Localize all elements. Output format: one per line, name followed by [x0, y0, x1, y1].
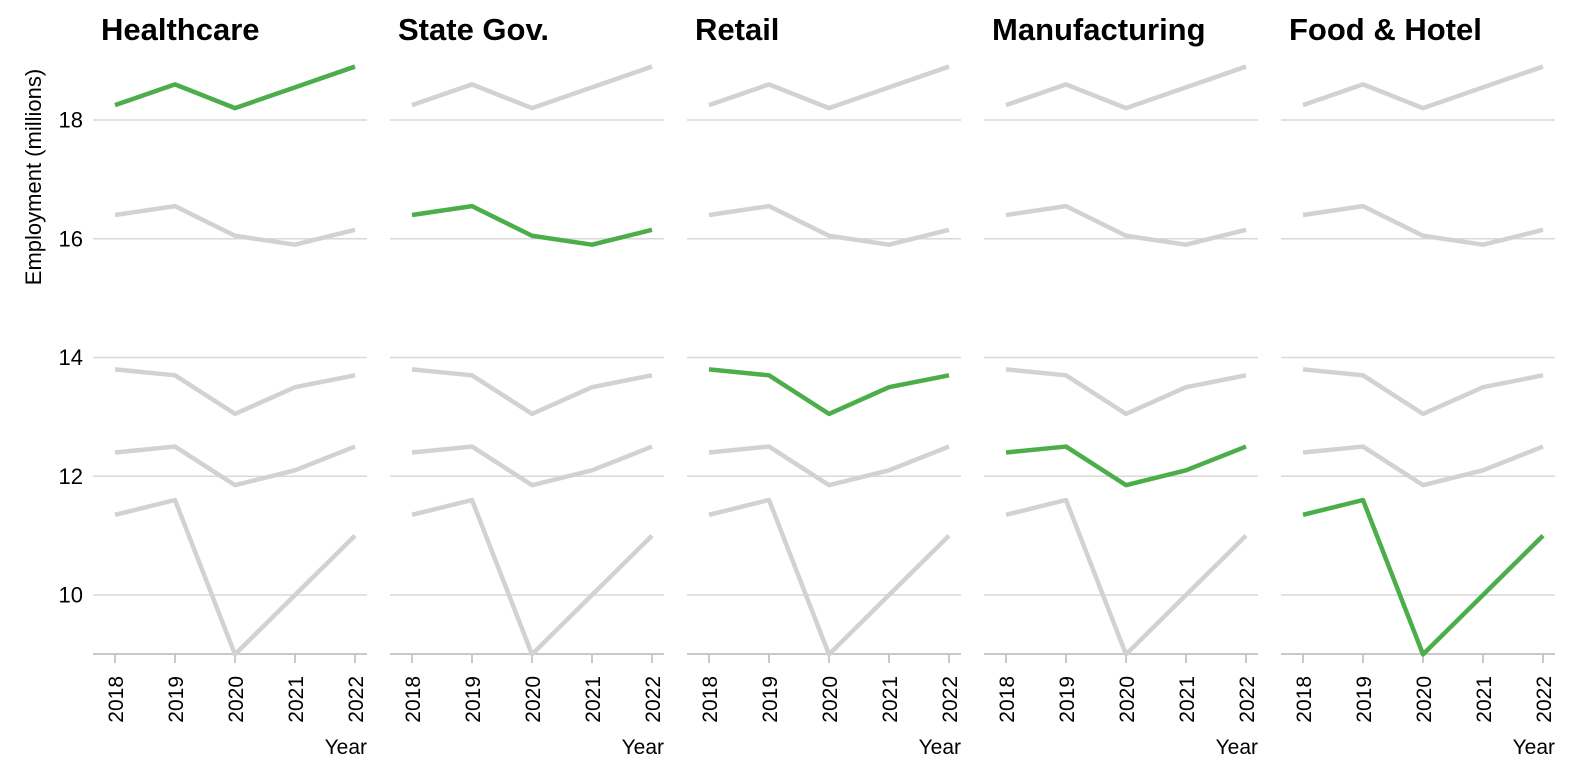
series-line-muted [1302, 444, 1544, 488]
x-axis-title: Year [325, 736, 367, 759]
panel-title-state-gov: State Gov. [398, 12, 550, 47]
series-line-muted [114, 497, 357, 657]
x-axis-title: Year [919, 736, 961, 759]
x-tick-label: 2019 [1353, 676, 1376, 723]
x-tick-label: 2019 [759, 676, 782, 723]
series-line-muted [114, 367, 356, 417]
series-line-muted [1302, 64, 1544, 111]
series-line-muted [708, 203, 950, 247]
y-tick-label: 18 [59, 108, 83, 133]
series-line-highlight [1302, 497, 1545, 657]
series-line-muted [1005, 64, 1247, 111]
x-axis-title: Year [1216, 736, 1258, 759]
x-tick-label: 2018 [105, 676, 128, 723]
x-tick-label: 2020 [1413, 676, 1436, 723]
x-tick-label: 2019 [165, 676, 188, 723]
x-tick-label: 2021 [582, 676, 605, 723]
series-line-muted [411, 444, 653, 488]
x-tick-label: 2018 [699, 676, 722, 723]
series-line-muted [114, 203, 356, 247]
panel-title-healthcare: Healthcare [101, 12, 260, 47]
x-tick-label: 2022 [1533, 676, 1556, 723]
x-tick-label: 2018 [996, 676, 1019, 723]
series-line-highlight [114, 64, 356, 111]
panel-title-retail: Retail [695, 12, 780, 47]
x-tick-label: 2022 [345, 676, 368, 723]
series-line-muted [1005, 203, 1247, 247]
series-line-muted [1005, 497, 1248, 657]
series-line-muted [1302, 203, 1544, 247]
x-tick-label: 2020 [1116, 676, 1139, 723]
panel-title-manufacturing: Manufacturing [992, 12, 1206, 47]
series-line-muted [114, 444, 356, 488]
x-tick-label: 2020 [522, 676, 545, 723]
x-axis-title: Year [1513, 736, 1555, 759]
x-tick-label: 2021 [1176, 676, 1199, 723]
series-line-muted [708, 64, 950, 111]
x-tick-label: 2022 [642, 676, 665, 723]
x-axis-title: Year [622, 736, 664, 759]
series-line-highlight [708, 367, 950, 417]
series-line-highlight [411, 203, 653, 247]
series-line-muted [411, 367, 653, 417]
x-tick-label: 2019 [462, 676, 485, 723]
x-tick-label: 2020 [819, 676, 842, 723]
series-line-muted [411, 64, 653, 111]
y-tick-label: 12 [59, 464, 83, 489]
x-tick-label: 2018 [402, 676, 425, 723]
series-line-muted [1005, 367, 1247, 417]
y-tick-label: 10 [59, 583, 83, 608]
series-line-highlight [1005, 444, 1247, 488]
x-tick-label: 2018 [1293, 676, 1316, 723]
x-tick-label: 2022 [939, 676, 962, 723]
x-tick-label: 2021 [1473, 676, 1496, 723]
y-tick-label: 14 [59, 345, 83, 370]
series-line-muted [708, 444, 950, 488]
panel-title-food-hotel: Food & Hotel [1289, 12, 1482, 47]
series-line-muted [1302, 367, 1544, 417]
x-tick-label: 2021 [879, 676, 902, 723]
series-line-muted [708, 497, 951, 657]
x-tick-label: 2020 [225, 676, 248, 723]
x-tick-label: 2021 [285, 676, 308, 723]
series-line-muted [411, 497, 654, 657]
x-tick-label: 2022 [1236, 676, 1259, 723]
y-tick-label: 16 [59, 226, 83, 251]
x-tick-label: 2019 [1056, 676, 1079, 723]
